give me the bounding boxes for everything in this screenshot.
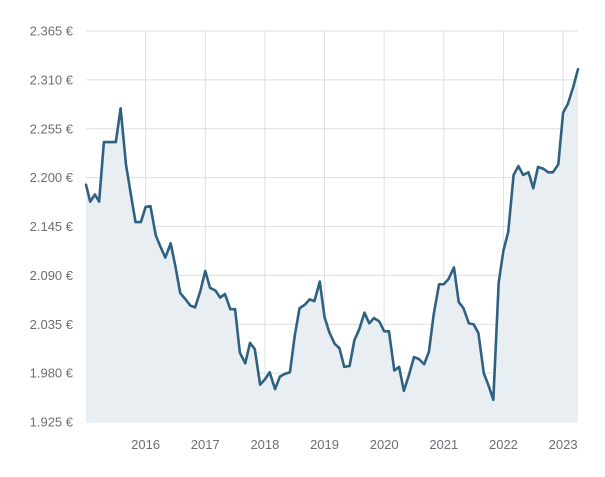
y-axis-tick-labels: 1.925 € 1.980 € 2.035 € 2.090 € 2.145 € 2.200… [30,24,74,430]
series-line [84,67,580,402]
y-tick-label: 1.925 € [30,415,74,430]
y-tick-label: 2.365 € [30,24,74,39]
x-tick-label: 2016 [131,437,160,452]
x-tick-label: 2022 [489,437,518,452]
y-tick-label: 2.090 € [30,268,74,283]
x-tick-label: 2021 [429,437,458,452]
x-tick-label: 2019 [310,437,339,452]
y-tick-label: 2.145 € [30,219,74,234]
y-tick-label: 2.200 € [30,170,74,185]
x-axis-tick-labels: 2016 2017 2018 2019 2020 2021 2022 2023 [131,437,577,452]
x-tick-label: 2023 [549,437,578,452]
y-tick-label: 2.255 € [30,121,74,136]
x-tick-label: 2017 [191,437,220,452]
x-tick-label: 2018 [250,437,279,452]
x-tick-label: 2020 [370,437,399,452]
y-tick-label: 2.035 € [30,317,74,332]
y-tick-label: 1.980 € [30,366,74,381]
y-tick-label: 2.310 € [30,72,74,87]
series-area [86,69,578,423]
